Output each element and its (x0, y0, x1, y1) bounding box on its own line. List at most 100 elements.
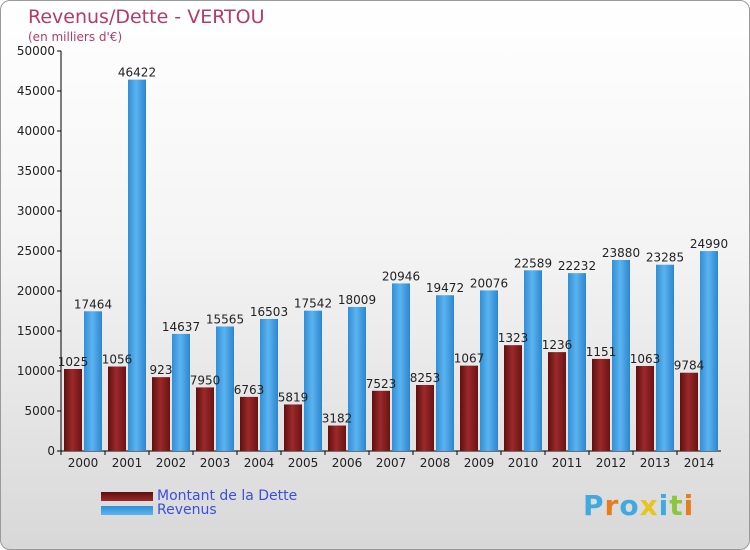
chart-labels: 1025 17464 1056 46422 923 14637 7950 15565 6763 1… (58, 66, 728, 426)
x-tick-label: 2009 (464, 456, 495, 470)
bar-debt (636, 365, 654, 451)
data-label-revenue: 18009 (338, 293, 376, 307)
logo-letter: o (619, 489, 640, 522)
bar-debt (592, 358, 610, 451)
bar-debt (240, 396, 258, 451)
bar-revenue (656, 264, 674, 451)
y-tick-label: 30000 (17, 204, 55, 218)
data-label-revenue: 22232 (558, 259, 596, 273)
data-label-revenue: 20946 (382, 269, 420, 283)
bar-revenue (700, 251, 718, 451)
data-label-revenue: 17464 (74, 297, 112, 311)
bar-debt (196, 387, 214, 451)
x-tick-label: 2006 (332, 456, 363, 470)
data-label-debt: 1236 (542, 338, 573, 352)
x-tick-label: 2000 (68, 456, 99, 470)
legend-swatch-debt (101, 491, 153, 501)
proxiti-logo: Proxiti (583, 489, 694, 522)
x-tick-label: 2003 (200, 456, 231, 470)
bar-debt (680, 372, 698, 451)
data-label-revenue: 22589 (514, 256, 552, 270)
bar-debt (64, 369, 82, 451)
x-tick-label: 2010 (508, 456, 539, 470)
bar-revenue (348, 306, 366, 451)
bar-debt (152, 377, 170, 451)
data-label-debt: 8253 (410, 371, 441, 385)
data-label-revenue: 23285 (646, 251, 684, 265)
bar-debt (416, 384, 434, 451)
data-label-revenue: 16503 (250, 305, 288, 319)
data-label-revenue: 23880 (602, 246, 640, 260)
bar-debt (460, 365, 478, 451)
data-label-debt: 923 (150, 363, 173, 377)
bar-revenue (392, 283, 410, 451)
y-tick-label: 45000 (17, 84, 55, 98)
bar-debt (372, 390, 390, 451)
logo-letter: x (639, 489, 659, 522)
data-label-debt: 6763 (234, 383, 265, 397)
x-tick-label: 2002 (156, 456, 187, 470)
y-tick-label: 50000 (17, 44, 55, 58)
data-label-revenue: 17542 (294, 297, 332, 311)
y-tick-label: 15000 (17, 324, 55, 338)
y-tick-label: 0 (47, 444, 55, 458)
logo-letter: r (604, 489, 620, 522)
x-tick-label: 2012 (596, 456, 627, 470)
chart-bars (64, 79, 718, 452)
data-label-debt: 5819 (278, 390, 309, 404)
bar-revenue (304, 310, 322, 451)
bar-revenue (84, 311, 102, 451)
data-label-revenue: 20076 (470, 276, 508, 290)
data-label-debt: 1056 (102, 353, 133, 367)
bar-revenue (128, 79, 146, 452)
bar-revenue (436, 295, 454, 451)
y-tick-label: 10000 (17, 364, 55, 378)
legend-label-revenue: Revenus (157, 502, 217, 518)
x-tick-label: 2004 (244, 456, 275, 470)
y-tick-label: 25000 (17, 244, 55, 258)
bar-debt (504, 345, 522, 451)
legend-label-debt: Montant de la Dette (157, 488, 298, 504)
x-tick-label: 2008 (420, 456, 451, 470)
bar-revenue (480, 290, 498, 451)
bar-revenue (260, 318, 278, 451)
data-label-revenue: 24990 (690, 237, 728, 251)
data-label-revenue: 19472 (426, 281, 464, 295)
y-tick-label: 20000 (17, 284, 55, 298)
bar-debt (284, 404, 302, 451)
bar-revenue (524, 270, 542, 451)
bar-debt (328, 425, 346, 451)
data-label-debt: 1063 (630, 352, 661, 366)
logo-letter: i (683, 489, 695, 522)
legend-swatch-revenue (101, 505, 153, 515)
legend-item-revenue: Revenus (101, 502, 217, 518)
bar-revenue (216, 326, 234, 451)
data-label-debt: 1025 (58, 355, 89, 369)
y-tick-label: 5000 (24, 404, 55, 418)
data-label-debt: 1151 (586, 345, 617, 359)
bar-debt (108, 366, 126, 451)
chart-title: Revenus/Dette - VERTOU (28, 6, 265, 28)
chart-axes: 0 5000 10000 15000 20000 25000 30000 35000 40000… (17, 44, 721, 470)
data-label-revenue: 46422 (118, 66, 156, 80)
data-label-debt: 7523 (366, 377, 397, 391)
data-label-revenue: 14637 (162, 320, 200, 334)
data-label-debt: 7950 (190, 373, 221, 387)
bar-revenue (612, 259, 630, 451)
x-tick-label: 2005 (288, 456, 319, 470)
x-tick-label: 2014 (684, 456, 715, 470)
x-tick-label: 2013 (640, 456, 671, 470)
bar-revenue (568, 273, 586, 451)
chart-subtitle: (en milliers d'€) (28, 30, 123, 44)
y-tick-label: 40000 (17, 124, 55, 138)
y-tick-label: 35000 (17, 164, 55, 178)
logo-letter: i (658, 489, 670, 522)
data-label-debt: 3182 (322, 412, 353, 426)
data-label-revenue: 15565 (206, 312, 244, 326)
logo-letter: t (669, 489, 684, 522)
bar-debt (548, 352, 566, 451)
bar-revenue (172, 333, 190, 451)
data-label-debt: 1323 (498, 331, 529, 345)
